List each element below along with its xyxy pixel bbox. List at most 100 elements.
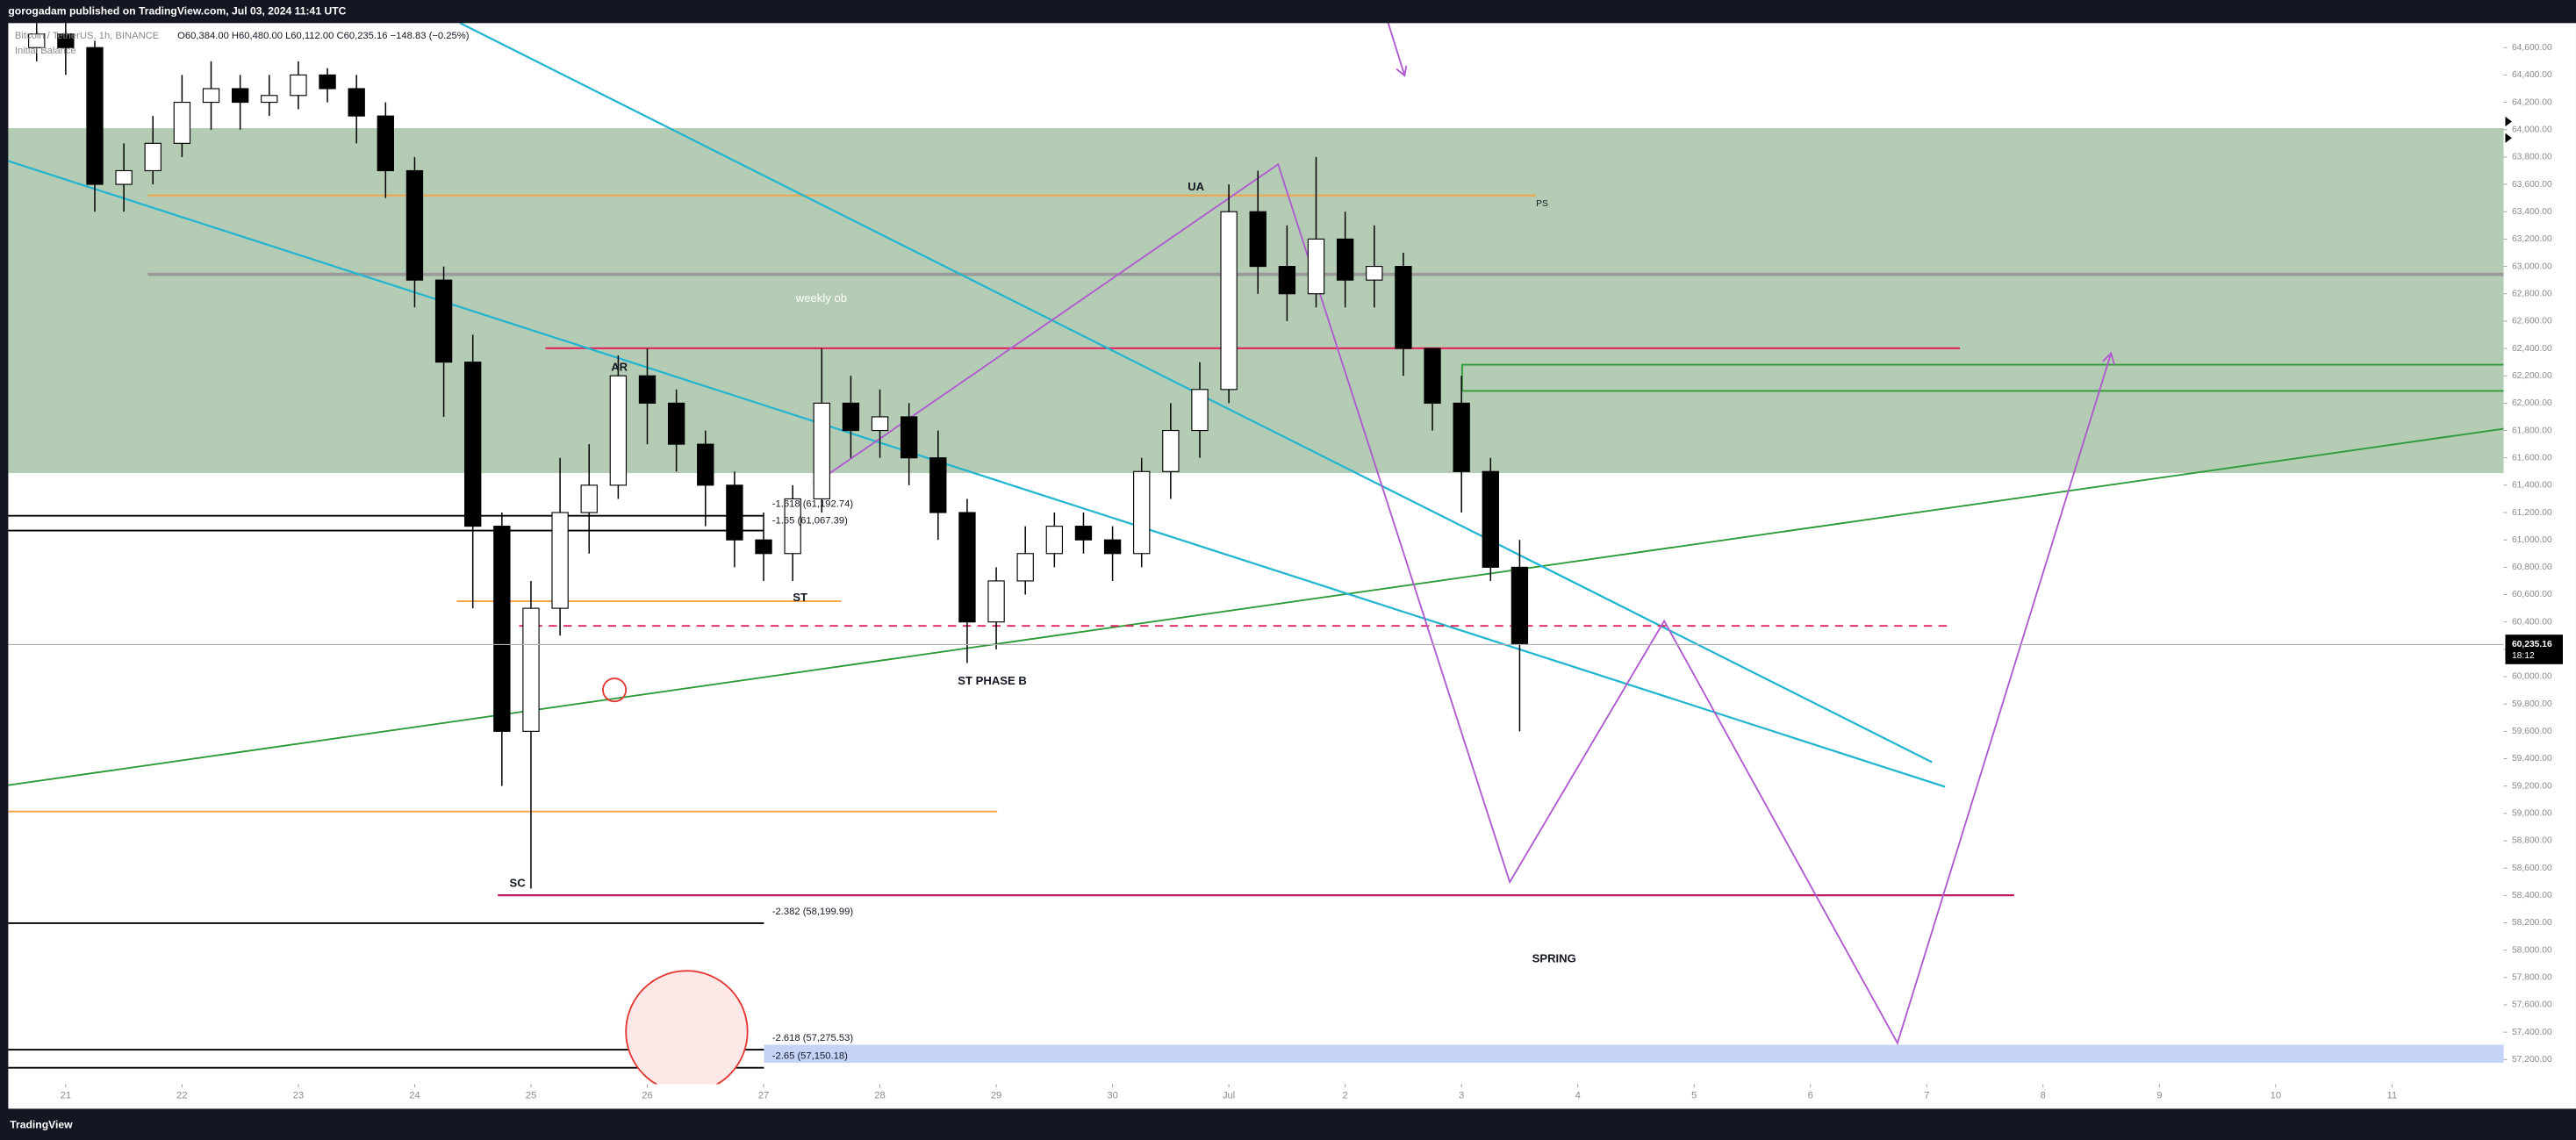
- candle-body: [1278, 266, 1296, 295]
- y-tick-label: 64,600.00: [2512, 43, 2552, 53]
- y-tick-label: 58,800.00: [2512, 836, 2552, 846]
- candle-body: [261, 95, 278, 104]
- fib-band: [764, 1044, 2504, 1064]
- y-tick-label: 59,600.00: [2512, 727, 2552, 736]
- candle-body: [784, 498, 801, 555]
- y-tick-label: 57,800.00: [2512, 973, 2552, 983]
- candle-body: [115, 169, 133, 185]
- x-tick-label: 21: [61, 1090, 71, 1101]
- y-tick-label: 59,000.00: [2512, 809, 2552, 819]
- candle-body: [1482, 470, 1499, 568]
- candle-body: [405, 169, 424, 281]
- annotation: ST PHASE B: [958, 674, 1027, 687]
- y-tick-label: 61,600.00: [2512, 453, 2552, 462]
- fib-label: -2.382 (58,199.99): [772, 907, 854, 917]
- last-price-box: [2505, 635, 2563, 664]
- y-tick-label: 58,400.00: [2512, 891, 2552, 900]
- candle-body: [638, 375, 657, 404]
- candle-body: [1162, 429, 1180, 472]
- y-tick-label: 63,000.00: [2512, 262, 2552, 271]
- projection-path: [813, 162, 2113, 1045]
- y-tick-label: 57,200.00: [2512, 1055, 2552, 1065]
- y-tick-label: 61,400.00: [2512, 481, 2552, 491]
- x-tick-label: Jul: [1223, 1090, 1235, 1101]
- candle-body: [290, 74, 307, 97]
- last-price-label: 60,235.16: [2512, 640, 2552, 649]
- candle-body: [929, 457, 947, 513]
- fib-label: -2.65 (57,150.18): [772, 1051, 848, 1062]
- y-tick-label: 64,000.00: [2512, 125, 2552, 134]
- fib-label: -1.618 (61,192.74): [772, 499, 854, 510]
- candle-body: [551, 512, 569, 609]
- circle-marker: [625, 970, 749, 1085]
- annotation: ST: [793, 591, 807, 604]
- x-tick-label: 4: [1575, 1090, 1581, 1101]
- candle-body: [1016, 553, 1034, 582]
- y-tick-label: 58,200.00: [2512, 918, 2552, 928]
- x-tick-label: 9: [2156, 1090, 2162, 1101]
- x-tick-label: 27: [758, 1090, 769, 1101]
- candle-body: [958, 512, 976, 623]
- y-tick-label: 57,600.00: [2512, 1000, 2552, 1010]
- y-tick-label: 64,200.00: [2512, 97, 2552, 107]
- x-tick-label: 28: [874, 1090, 885, 1101]
- candle-body: [1366, 266, 1383, 281]
- y-tick-label: 60,000.00: [2512, 672, 2552, 682]
- y-tick-label: 60,400.00: [2512, 617, 2552, 627]
- y-tick-label: 58,000.00: [2512, 945, 2552, 955]
- annotation: SC: [510, 876, 527, 889]
- candle-body: [493, 526, 511, 732]
- candle-body: [609, 375, 628, 486]
- candle-body: [434, 279, 453, 363]
- x-tick-label: 22: [176, 1090, 187, 1101]
- candle-body: [1074, 526, 1093, 541]
- annotation: UA: [1188, 180, 1204, 193]
- countdown: 18:12: [2512, 651, 2535, 661]
- candle-body: [464, 362, 482, 527]
- candle-body: [231, 88, 249, 104]
- top-bar: [0, 0, 2576, 24]
- y-tick-label: 61,800.00: [2512, 426, 2552, 435]
- y-tick-label: 63,800.00: [2512, 153, 2552, 162]
- y-tick-label: 62,600.00: [2512, 317, 2552, 326]
- y-tick-label: 60,600.00: [2512, 590, 2552, 599]
- candle-body: [580, 484, 598, 513]
- arrowhead: [1396, 65, 1408, 77]
- candle-body: [319, 74, 336, 90]
- x-tick-label: 3: [1459, 1090, 1464, 1101]
- symbol: Bitcoin / TetherUS, 1h, BINANCE: [15, 31, 159, 41]
- candle-body: [144, 142, 161, 172]
- candles: [28, 23, 1529, 889]
- y-tick-label: 61,200.00: [2512, 508, 2552, 518]
- candle-body: [1191, 389, 1209, 432]
- candle-body: [522, 607, 540, 732]
- y-tick-label: 61,000.00: [2512, 535, 2552, 545]
- candle-body: [842, 402, 860, 432]
- ohlc: O60,384.00 H60,480.00 L60,112.00 C60,235…: [177, 31, 470, 41]
- y-tick-label: 62,800.00: [2512, 289, 2552, 298]
- axes: 57,200.00 57,400.00 57,600.00 57,800.00 58,0…: [61, 43, 2563, 1101]
- x-tick-label: 5: [1691, 1090, 1697, 1101]
- indicator-label: Initial Balance: [15, 46, 76, 56]
- candle-body: [901, 416, 918, 459]
- y-tick-label: 59,400.00: [2512, 754, 2552, 764]
- y-tick-label: 63,200.00: [2512, 234, 2552, 244]
- candle-body: [86, 47, 104, 185]
- candle-body: [57, 33, 75, 48]
- y-tick-label: 62,400.00: [2512, 344, 2552, 354]
- trend-line: [8, 160, 1946, 788]
- zone: [8, 127, 2504, 474]
- brand: TradingView: [10, 1118, 73, 1130]
- bottom-bar: [0, 1108, 2576, 1140]
- candle-body: [755, 539, 772, 555]
- y-tick-label: 62,000.00: [2512, 398, 2552, 408]
- candle-body: [726, 484, 743, 541]
- x-tick-label: 24: [409, 1090, 420, 1101]
- y-tick-label: 62,200.00: [2512, 371, 2552, 381]
- candle-body: [1307, 238, 1325, 295]
- candle-body: [1510, 566, 1529, 645]
- annotation-labels: weekly ob AR ST ST PHASE B SC UA PS SPRI…: [510, 180, 1576, 1062]
- candle-body: [1133, 470, 1151, 555]
- x-tick-label: 30: [1107, 1090, 1117, 1101]
- drawings: [8, 23, 2504, 1085]
